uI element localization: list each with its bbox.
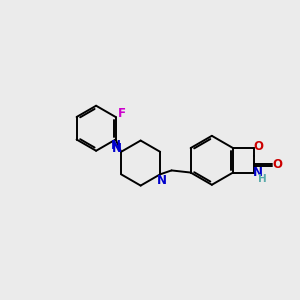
Text: F: F	[118, 107, 126, 120]
Text: N: N	[253, 166, 263, 179]
Text: N: N	[111, 140, 121, 152]
Text: H: H	[258, 174, 267, 184]
Text: N: N	[112, 142, 122, 155]
Text: O: O	[253, 140, 263, 153]
Text: N: N	[157, 174, 166, 187]
Text: O: O	[272, 158, 282, 171]
